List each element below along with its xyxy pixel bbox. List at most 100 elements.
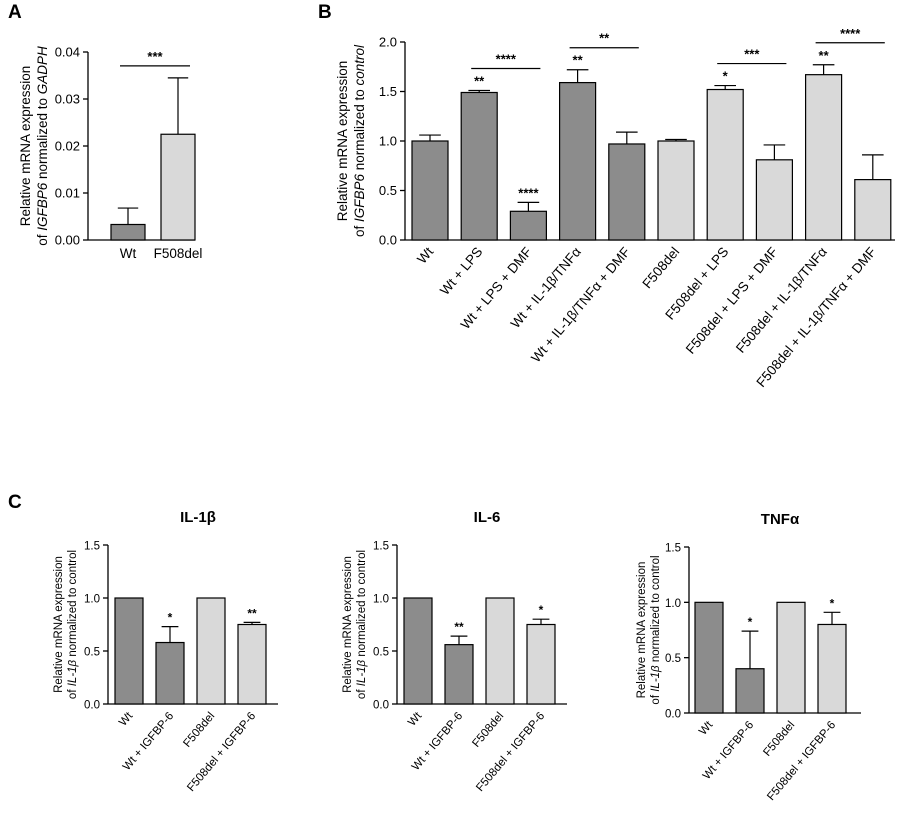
x-tick-label: F508del xyxy=(181,710,217,750)
y-axis-label-text: normalized to control xyxy=(67,550,79,660)
bar xyxy=(460,91,498,241)
y-tick-label: 0.5 xyxy=(373,647,389,659)
y-tick-label: 0.02 xyxy=(55,139,80,154)
y-axis-label-line2: of IGFBP6 normalized to GADPH xyxy=(35,46,50,246)
chart-panel-3: IL-6 Relative mRNA expression of IL-1β nor… xyxy=(342,509,567,794)
significance-label: * xyxy=(748,615,753,629)
bar xyxy=(657,140,695,241)
y-axis-label: Relative mRNA expression of IL-1β normali… xyxy=(53,550,79,699)
y-axis-label-italic: GADPH xyxy=(35,46,50,94)
y-axis-label: Relative mRNA expression of IL-1β normali… xyxy=(636,555,662,704)
y-tick-label: 0.0 xyxy=(373,700,389,712)
y-axis-label-line2: of IL-1β normalized to control xyxy=(650,555,662,704)
y-tick-label: 1.5 xyxy=(379,84,397,99)
x-tick-label: Wt xyxy=(406,710,425,729)
significance-label: ** xyxy=(454,620,464,634)
x-tick-label: F508del xyxy=(470,710,506,750)
y-axis-label-text: normalized to xyxy=(35,94,50,183)
y-axis-label-text: of xyxy=(356,686,368,699)
y-axis-label-line2: of IGFBP6 normalized to control xyxy=(352,44,367,237)
panel-letter: A xyxy=(8,2,22,23)
x-tick-label: F508del + IGFBP-6 xyxy=(185,710,258,794)
y-axis-label-text: of xyxy=(67,686,79,699)
bar xyxy=(509,210,547,241)
y-tick-label: 0.5 xyxy=(379,183,397,198)
y-axis-label-text: of xyxy=(650,692,662,705)
x-tick-label: F508del xyxy=(154,246,203,261)
y-tick-label: 1.0 xyxy=(379,134,397,149)
x-tick-label: Wt xyxy=(697,719,716,738)
y-axis-label-italic: IL-1β xyxy=(356,659,368,686)
y-axis-label-line1: Relative mRNA expression xyxy=(335,61,350,222)
y-tick-label: 0.0 xyxy=(84,700,100,712)
chart-panel-4: TNFα Relative mRNA expression of IL-1β nor… xyxy=(636,511,861,803)
bar xyxy=(608,143,646,241)
bar xyxy=(444,644,474,705)
y-tick-label: 1.0 xyxy=(84,594,100,606)
significance-bracket-label: *** xyxy=(744,47,760,62)
bar xyxy=(155,641,185,705)
bar xyxy=(526,623,556,705)
significance-label: * xyxy=(168,611,173,625)
significance-label: ** xyxy=(474,74,485,89)
panel-letter: C xyxy=(8,492,22,513)
y-tick-label: 1.0 xyxy=(373,594,389,606)
y-axis-label: Relative mRNA expression of IL-1β normali… xyxy=(342,550,368,699)
x-tick-label: F508del + IGFBP-6 xyxy=(765,719,838,803)
bar xyxy=(237,623,267,705)
bar xyxy=(485,597,515,705)
y-axis-label: Relative mRNA expressionof IGFBP6 normal… xyxy=(335,44,367,237)
significance-label: ** xyxy=(247,606,257,620)
bar xyxy=(694,601,724,714)
chart-title: IL-6 xyxy=(474,509,501,526)
significance-label: * xyxy=(723,69,729,84)
y-tick-label: 1.5 xyxy=(84,541,100,553)
y-tick-label: 0.5 xyxy=(84,647,100,659)
y-tick-label: 0.5 xyxy=(665,653,681,665)
significance-label: * xyxy=(539,603,544,617)
y-tick-label: 0.00 xyxy=(55,233,80,248)
y-axis-label-line2: of IL-1β normalized to control xyxy=(356,550,368,699)
x-tick-label: F508del + IGFBP-6 xyxy=(474,710,547,794)
x-tick-label: F508del xyxy=(639,244,682,291)
y-axis-label-text: of xyxy=(35,231,50,246)
bar xyxy=(411,140,449,241)
bar xyxy=(110,223,146,241)
x-tick-label: F508del xyxy=(761,719,797,759)
y-tick-label: 0.0 xyxy=(379,233,397,248)
significance-bracket-label: **** xyxy=(840,26,861,41)
y-tick-label: 0.0 xyxy=(665,709,681,721)
y-tick-label: 0.03 xyxy=(55,92,80,107)
bar xyxy=(558,81,597,241)
significance-label: * xyxy=(830,596,835,610)
significance-bracket-label: ** xyxy=(599,31,610,46)
bar xyxy=(706,88,744,241)
y-axis-label-line1: Relative mRNA expression xyxy=(53,556,65,693)
y-axis-label-line1: Relative mRNA expression xyxy=(342,556,354,693)
chart-panel-0: A Relative mRNA expressionof IGFBP6 norma… xyxy=(8,2,202,261)
chart-title: IL-1β xyxy=(180,509,216,526)
bar xyxy=(114,597,144,705)
y-axis-label-italic: IL-1β xyxy=(650,665,662,692)
y-axis-label-italic: control xyxy=(352,44,367,86)
y-axis-label: Relative mRNA expressionof IGFBP6 normal… xyxy=(18,46,50,246)
x-tick-label: Wt + IL-1β/TNFα + DMF xyxy=(528,244,633,365)
y-axis-label-line1: Relative mRNA expression xyxy=(18,66,33,227)
y-tick-label: 2.0 xyxy=(379,35,397,50)
y-axis-label-text: normalized to xyxy=(352,85,367,174)
x-tick-label: F508del + LPS + DMF xyxy=(683,244,781,357)
y-axis-label-text: normalized to control xyxy=(356,550,368,660)
y-axis-label-line2: of IL-1β normalized to control xyxy=(67,550,79,699)
bar xyxy=(403,597,433,705)
y-tick-label: 1.5 xyxy=(373,541,389,553)
bar xyxy=(755,159,794,241)
panel-letter: B xyxy=(318,2,332,23)
y-axis-label-italic: IGFBP6 xyxy=(35,182,50,231)
y-axis-label-line1: Relative mRNA expression xyxy=(636,562,648,699)
y-tick-label: 1.0 xyxy=(665,598,681,610)
x-tick-label: Wt xyxy=(120,246,137,261)
y-axis-label-italic: IL-1β xyxy=(67,659,79,686)
